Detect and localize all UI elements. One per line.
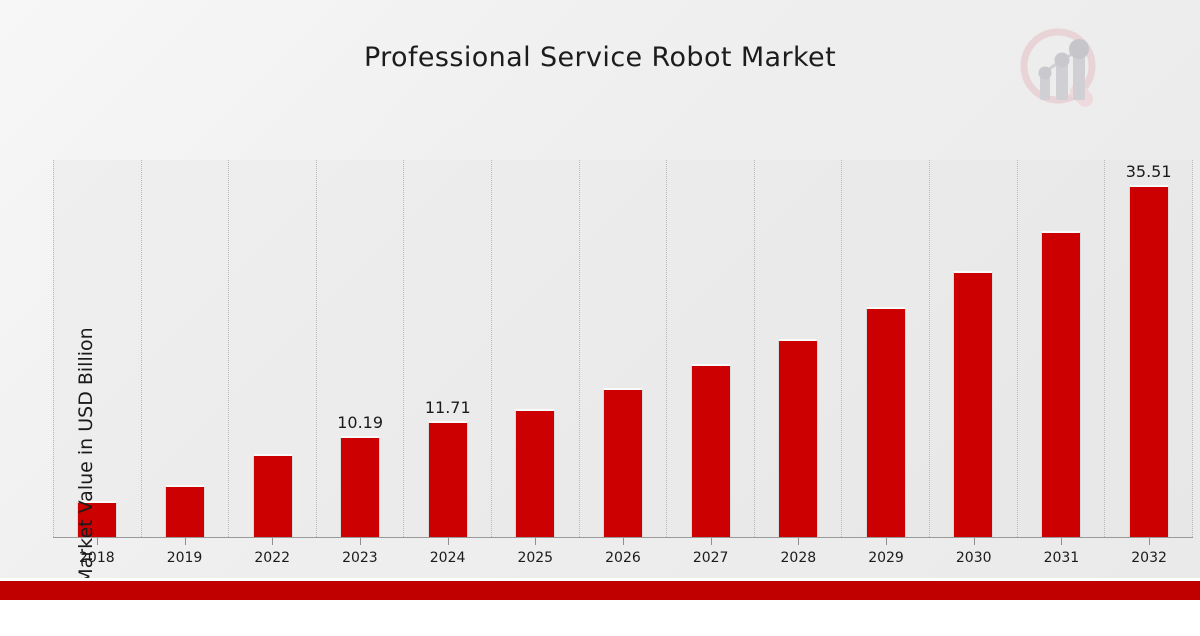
- bar-column: [54, 160, 142, 537]
- bar-column: [580, 160, 668, 537]
- plot-area: 10.19 11.71 35.51 Market Value in USD Bill…: [53, 160, 1193, 585]
- bar: [515, 409, 556, 537]
- bar: [690, 364, 731, 537]
- x-axis-label: 2024: [404, 538, 492, 568]
- bar-column: [755, 160, 843, 537]
- bar-column: [667, 160, 755, 537]
- bar: [1128, 185, 1169, 537]
- bar-column: 35.51: [1105, 160, 1193, 537]
- bar: [953, 271, 994, 537]
- x-axis-label: 2027: [667, 538, 755, 568]
- bar: [340, 436, 381, 537]
- bar: [778, 339, 819, 537]
- x-axis-label: 2030: [930, 538, 1018, 568]
- bar-column: [229, 160, 317, 537]
- bar-column: [142, 160, 230, 537]
- x-axis-label: 2023: [316, 538, 404, 568]
- bar: [77, 501, 118, 537]
- bar: [602, 388, 643, 537]
- x-axis-label: 2018: [53, 538, 141, 568]
- footer-accent-bar: [0, 578, 1200, 600]
- x-axis-label: 2028: [755, 538, 843, 568]
- bar-column: [492, 160, 580, 537]
- magnifier-bar-chart-logo: [1016, 24, 1108, 116]
- x-axis-label: 2032: [1105, 538, 1193, 568]
- bar: [252, 454, 293, 537]
- page-title: Professional Service Robot Market: [363, 42, 837, 73]
- bar-column: [1018, 160, 1106, 537]
- bar-series: 10.19 11.71 35.51: [54, 160, 1193, 537]
- bar-value-label: 35.51: [1125, 162, 1172, 181]
- bar: [1041, 231, 1081, 537]
- bar-column: [930, 160, 1018, 537]
- x-axis-label: 2025: [491, 538, 579, 568]
- chart-page: Professional Service Robot Market 10: [0, 0, 1200, 600]
- x-axis-label: 2031: [1018, 538, 1106, 568]
- bar-value-label: 11.71: [424, 398, 471, 417]
- chart-header: Professional Service Robot Market: [0, 0, 1200, 145]
- x-axis-line: [53, 537, 1193, 538]
- bar-column: [842, 160, 931, 537]
- bar-column: 11.71: [404, 160, 493, 537]
- x-axis-label: 2026: [579, 538, 667, 568]
- bar-column: 10.19: [317, 160, 405, 537]
- bar: [427, 421, 468, 537]
- x-axis-label: 2019: [141, 538, 229, 568]
- bar: [164, 485, 205, 537]
- bar-value-label: 10.19: [337, 413, 384, 432]
- x-axis-tick-labels: 2018 2019 2022 2023 2024 2025 2026 2027 2028 2029…: [53, 538, 1193, 568]
- x-axis-label: 2022: [228, 538, 316, 568]
- x-axis-label: 2029: [842, 538, 930, 568]
- bar: [865, 307, 906, 537]
